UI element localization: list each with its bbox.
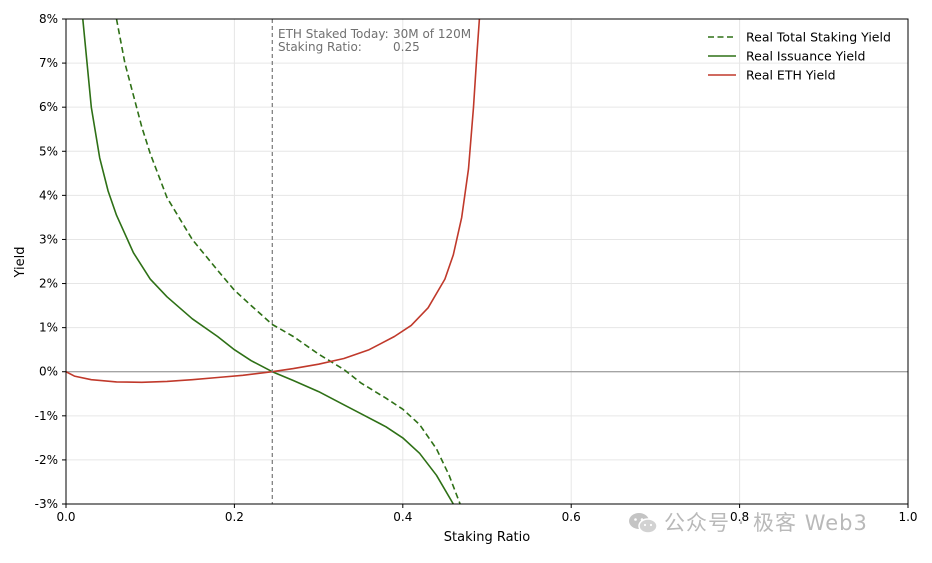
y-tick-label: 1% [39,321,58,335]
x-tick-label: 0.2 [225,510,244,524]
y-tick-label: 5% [39,144,58,158]
legend: Real Total Staking Yield Real Issuance Yi… [708,30,891,83]
legend-label-0: Real Total Staking Yield [746,30,891,45]
axis-ticks: 0.0 0.2 0.4 0.6 0.8 1.0 -3% -2% -1% 0% 1% 2% 3% 4% 5% 6… [35,12,918,524]
x-tick-label: 0.8 [730,510,749,524]
x-tick-label: 0.0 [56,510,75,524]
legend-label-2: Real ETH Yield [746,68,836,83]
plot-frame [65,18,909,505]
x-tick-label: 0.6 [562,510,581,524]
y-tick-label: 6% [39,100,58,114]
x-tick-label: 1.0 [898,510,917,524]
y-tick-label: 0% [39,365,58,379]
annotation-staked-label: ETH Staked Today: [278,27,389,41]
annotation-ratio-label: Staking Ratio: [278,40,362,54]
y-tick-label: 3% [39,232,58,246]
x-axis-label: Staking Ratio [444,530,531,545]
y-tick-label: 7% [39,56,58,70]
watermark-text: 公众号 · 极客 Web3 [664,511,868,535]
y-tick-label: -1% [35,409,58,423]
y-tick-label: -2% [35,453,58,467]
series-line-2 [66,19,481,384]
series-line-1 [82,19,454,504]
series-lines [66,19,481,504]
watermark: 公众号 · 极客 Web3 [628,507,868,537]
y-tick-label: 4% [39,188,58,202]
wechat-icon [629,513,658,534]
annotation-staked-value: 30M of 120M [393,27,471,41]
y-tick-label: 8% [39,12,58,26]
legend-label-1: Real Issuance Yield [746,49,865,64]
series-line-0 [115,19,461,504]
y-tick-label: -3% [35,497,58,511]
grid [65,18,909,505]
annotation-ratio-value: 0.25 [393,40,420,54]
x-tick-label: 0.4 [393,510,412,524]
y-axis-label: Yield [13,247,28,279]
y-tick-label: 2% [39,277,58,291]
annotation-box: ETH Staked Today: 30M of 120M Staking Ra… [278,27,471,54]
